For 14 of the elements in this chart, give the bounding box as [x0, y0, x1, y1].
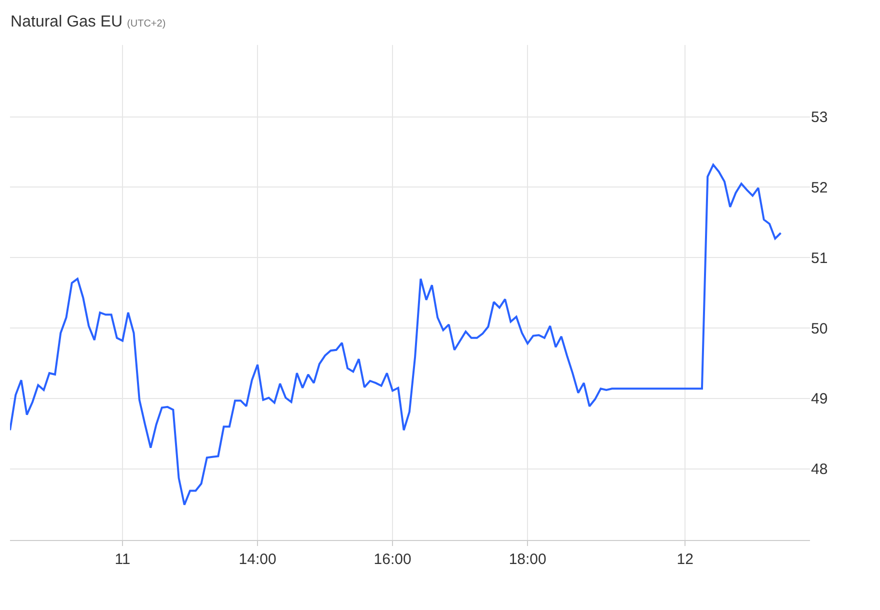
- line-series: [10, 164, 782, 506]
- y-tick-label: 53: [811, 109, 828, 126]
- x-tick-label: 16:00: [374, 551, 412, 568]
- x-tick-label: 18:00: [508, 551, 546, 568]
- chart-title: Natural Gas EU: [10, 13, 123, 30]
- x-tick-label: 12: [676, 551, 694, 568]
- y-tick-label: 49: [811, 390, 828, 408]
- x-tick-label: 11: [114, 551, 130, 568]
- y-tick-label: 52: [811, 179, 828, 196]
- y-tick-label: 51: [811, 250, 828, 267]
- chart-subtitle: (UTC+2): [127, 18, 166, 30]
- y-tick-label: 50: [811, 320, 828, 338]
- y-tick-label: 48: [811, 461, 828, 478]
- x-tick-label: 14:00: [238, 551, 276, 568]
